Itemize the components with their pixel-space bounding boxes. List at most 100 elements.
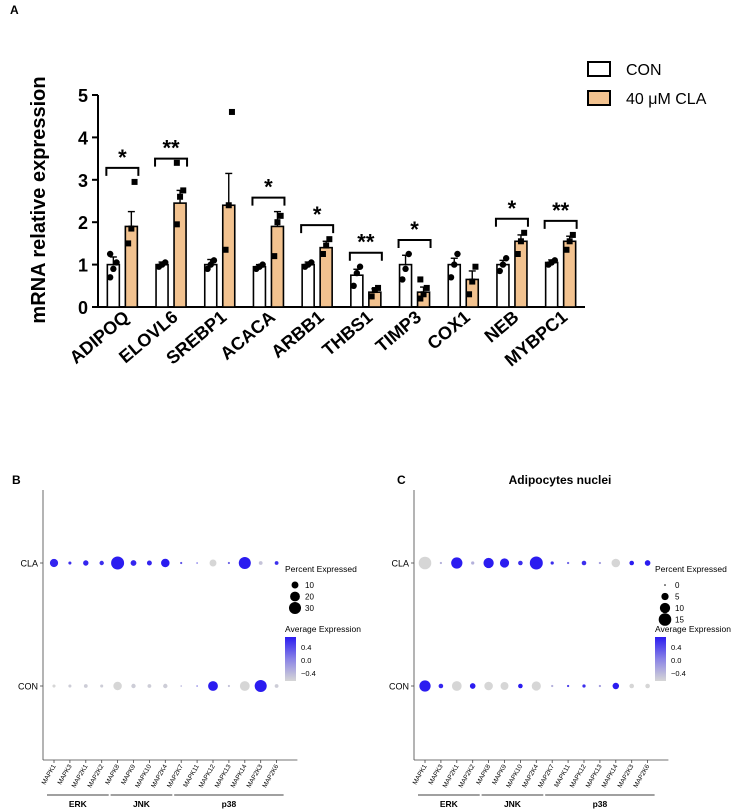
bar xyxy=(221,204,236,308)
data-point xyxy=(569,231,576,238)
color-legend-bar xyxy=(285,637,296,681)
size-legend-label: 10 xyxy=(675,604,684,613)
size-legend-label: 15 xyxy=(675,616,684,625)
data-point xyxy=(454,250,461,258)
size-legend-dot xyxy=(291,581,299,589)
x-tick-label: NEB xyxy=(481,307,523,347)
dot xyxy=(227,684,230,688)
dot xyxy=(239,681,250,691)
data-point xyxy=(496,267,503,275)
data-point xyxy=(499,261,507,268)
size-legend-dot xyxy=(288,601,302,615)
data-point xyxy=(128,225,135,232)
size-legend-title: Percent Expressed xyxy=(655,564,727,574)
data-point xyxy=(173,221,180,228)
dot xyxy=(566,684,570,688)
dot xyxy=(550,561,554,565)
data-point xyxy=(350,282,357,289)
data-point xyxy=(113,259,120,266)
significance-label: ** xyxy=(162,136,180,161)
dot xyxy=(83,560,89,566)
x-tick-label: THBS1 xyxy=(318,307,376,360)
panel-label-b: B xyxy=(12,473,21,487)
dot xyxy=(451,681,462,691)
dot xyxy=(629,683,634,689)
dot-plot-panel-b: CLACONMAPK1MAPK3MAP2K1MAP2K2MAPK8MAPK9MA… xyxy=(18,490,361,809)
size-legend-dot xyxy=(659,602,671,614)
x-tick-label: MAPK8 xyxy=(475,763,492,786)
data-point xyxy=(405,250,412,258)
bar xyxy=(447,263,462,308)
dot xyxy=(258,561,263,565)
x-tick-label: MAPK3 xyxy=(428,763,445,786)
y-tick-label: 2 xyxy=(78,213,88,233)
data-point xyxy=(399,276,406,283)
row-label: CLA xyxy=(20,559,38,569)
data-point xyxy=(417,295,424,302)
data-point xyxy=(131,178,138,185)
legend-label-cla: 40 μM CLA xyxy=(626,91,707,108)
significance-bracket xyxy=(543,219,578,229)
group-label: JNK xyxy=(504,799,522,809)
size-legend-dot xyxy=(290,591,300,602)
significance-bracket xyxy=(105,166,140,176)
dot xyxy=(566,561,570,565)
plot-title: Adipocytes nuclei xyxy=(509,473,612,487)
color-legend-title: Average Expression xyxy=(655,624,731,634)
data-point xyxy=(353,269,361,277)
dot xyxy=(113,681,122,691)
group-label: p38 xyxy=(593,799,608,809)
data-point xyxy=(371,287,378,294)
x-tick-label: MAPK8 xyxy=(104,763,121,786)
significance-bracket xyxy=(251,196,286,206)
dot xyxy=(471,561,475,565)
data-point xyxy=(447,274,455,281)
data-point xyxy=(173,159,180,166)
y-tick-label: 4 xyxy=(78,128,88,148)
data-point xyxy=(502,255,510,262)
x-tick-label: MAPK1 xyxy=(41,763,58,786)
data-point xyxy=(551,257,559,264)
dot xyxy=(52,684,56,688)
color-legend-title: Average Expression xyxy=(285,624,361,634)
data-point xyxy=(323,242,330,249)
dot xyxy=(518,560,523,566)
dot xyxy=(551,684,554,688)
dot xyxy=(598,684,602,688)
bar-chart-panel-a: mRNA relative expression CON 40 μM CLA 0… xyxy=(28,61,707,370)
color-legend-label: 0.0 xyxy=(301,656,311,665)
size-legend-dot xyxy=(664,584,666,586)
significance-label: ** xyxy=(552,198,570,223)
x-tick-label: MAPK9 xyxy=(491,763,508,786)
dot xyxy=(612,682,620,690)
significance-bracket xyxy=(494,217,529,227)
color-legend-label: 0.0 xyxy=(671,656,681,665)
bar xyxy=(155,263,169,308)
data-point xyxy=(514,251,521,257)
dot xyxy=(582,684,586,688)
row-label: CON xyxy=(18,682,38,692)
dot xyxy=(99,560,104,566)
significance-label: * xyxy=(264,175,273,200)
data-point xyxy=(402,265,409,273)
dot xyxy=(469,683,476,689)
bar xyxy=(270,225,285,308)
size-legend-title: Percent Expressed xyxy=(285,564,357,574)
group-label: ERK xyxy=(440,799,459,809)
data-point xyxy=(271,253,278,260)
data-point xyxy=(210,257,218,264)
dot xyxy=(238,556,251,570)
panel-label-c: C xyxy=(397,473,406,487)
data-point xyxy=(259,261,266,268)
data-point xyxy=(521,229,528,236)
bar xyxy=(173,202,187,308)
dot xyxy=(531,681,541,691)
data-point xyxy=(466,291,473,298)
significance-label: * xyxy=(508,196,517,221)
x-tick-label: TIMP3 xyxy=(372,307,425,356)
dot-plot-panel-c: Adipocytes nuclei CLACONMAPK1MAPK3MAP2K1… xyxy=(389,473,731,809)
data-point xyxy=(356,263,364,270)
row-label: CLA xyxy=(391,559,409,569)
bar xyxy=(124,225,139,308)
dot xyxy=(644,560,651,566)
